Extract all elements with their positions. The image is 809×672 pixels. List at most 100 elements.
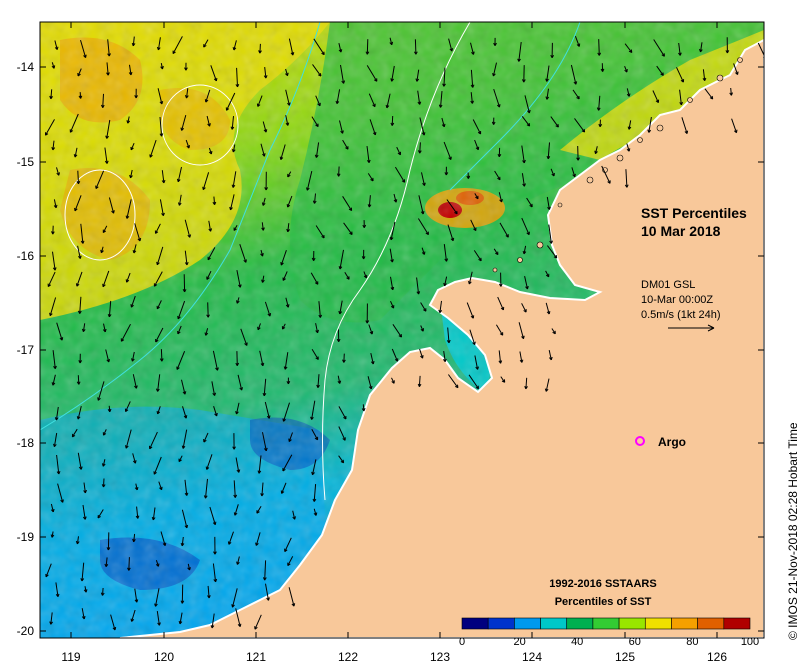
current-vector — [132, 374, 137, 389]
current-vector-head — [51, 65, 55, 69]
current-vector — [392, 324, 402, 338]
current-vector — [77, 375, 80, 385]
x-tick-label: 121 — [246, 650, 266, 664]
current-vector-head — [446, 340, 450, 344]
current-vector — [207, 247, 216, 261]
current-vector — [368, 324, 373, 335]
current-vector — [128, 557, 130, 571]
current-vector-head — [441, 124, 445, 128]
current-vector — [157, 406, 161, 415]
current-vector-head — [255, 542, 257, 546]
current-vector — [261, 482, 264, 497]
current-vector-head — [340, 130, 343, 134]
current-vector-head — [51, 147, 54, 151]
current-vector — [50, 612, 53, 625]
current-vector-head — [83, 55, 86, 58]
current-vector-head — [312, 200, 315, 204]
current-vector-head — [368, 386, 372, 390]
current-vector-head — [263, 129, 267, 133]
current-vector-head — [338, 49, 342, 53]
y-tick-label: -20 — [17, 624, 35, 638]
current-vector-head — [206, 314, 209, 318]
current-vector-head — [361, 408, 365, 412]
current-vector — [136, 506, 139, 519]
current-vector — [570, 64, 577, 85]
current-vector — [52, 374, 56, 386]
argo-float-marker — [635, 436, 645, 446]
current-vector-head — [398, 335, 402, 338]
current-vector-head — [317, 74, 322, 77]
current-vector — [155, 223, 161, 234]
legend-swatch — [671, 617, 698, 630]
current-vector-head — [545, 96, 548, 100]
x-tick-label: 124 — [522, 650, 542, 664]
current-vector — [311, 116, 319, 127]
current-vector-head — [470, 84, 474, 88]
current-vector — [572, 89, 580, 100]
current-vector-head — [544, 388, 547, 392]
current-vector — [624, 66, 628, 73]
current-vector-head — [372, 104, 376, 108]
current-vector-head — [282, 418, 284, 422]
current-vector — [213, 196, 216, 205]
current-vector-head — [318, 314, 321, 318]
current-vector — [315, 142, 320, 158]
current-vector — [626, 143, 630, 152]
current-vector — [282, 454, 293, 472]
current-vector — [236, 67, 238, 87]
current-vector — [261, 222, 264, 231]
current-vector — [391, 115, 394, 126]
vector-scale-label: 0.5m/s (1kt 24h) — [641, 309, 720, 321]
current-vector-head — [263, 75, 267, 79]
current-vector — [178, 194, 182, 206]
current-vector-head — [370, 361, 374, 365]
current-vector — [206, 454, 213, 470]
current-vector-head — [493, 42, 496, 46]
current-vector — [498, 350, 502, 364]
current-vector-head — [76, 181, 79, 185]
current-vector-head — [702, 78, 706, 81]
current-vector-head — [522, 250, 525, 255]
vector-time: 10-Mar 00:00Z — [641, 294, 713, 306]
current-vector-head — [475, 196, 479, 200]
legend-swatch — [618, 617, 646, 630]
current-vector — [287, 556, 294, 566]
current-vector-head — [497, 153, 500, 158]
current-vector — [264, 301, 271, 317]
current-vector-head — [449, 48, 453, 52]
current-vector-head — [366, 160, 370, 163]
current-vector-head — [521, 79, 525, 83]
current-vector-head — [477, 131, 481, 135]
current-vector — [386, 93, 391, 109]
current-vector-head — [106, 72, 109, 76]
current-vector — [185, 139, 190, 149]
current-vector — [545, 378, 550, 392]
current-vector-head — [647, 129, 650, 133]
current-vector — [102, 225, 108, 233]
current-vector — [156, 611, 160, 626]
current-vector — [287, 223, 290, 232]
current-vector — [77, 245, 81, 259]
y-axis: -14 -15 -16 -17 -18 -19 -20 — [17, 60, 764, 638]
current-vector — [468, 271, 473, 285]
current-vector — [474, 139, 479, 150]
current-vector-head — [311, 257, 315, 261]
current-vector — [281, 482, 287, 494]
current-vector-head — [526, 124, 530, 127]
current-vector-head — [517, 58, 520, 62]
current-vector-head — [130, 618, 133, 622]
current-vector-head — [421, 132, 425, 136]
current-vector — [339, 300, 343, 315]
current-vector-head — [106, 359, 110, 363]
current-vector — [626, 88, 630, 97]
current-vector-head — [258, 50, 261, 54]
current-vector-head — [499, 333, 503, 336]
current-vector-head — [549, 240, 552, 244]
current-vector — [52, 350, 56, 369]
current-vector — [443, 244, 447, 262]
current-vector — [595, 146, 598, 154]
current-vector-head — [81, 328, 84, 332]
eddy-contour — [161, 84, 239, 166]
legend-swatch — [514, 617, 541, 630]
current-vector-head — [365, 51, 368, 55]
